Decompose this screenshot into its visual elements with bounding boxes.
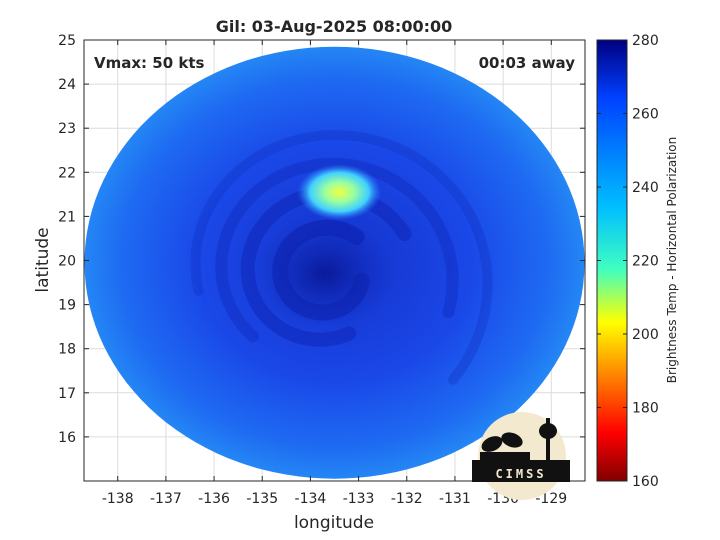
colorbar-ticks: 160 180 200 220 240 260 280	[597, 33, 659, 490]
y-tick-label: 18	[58, 342, 76, 358]
logo-building	[480, 452, 530, 462]
spiral-band	[190, 129, 493, 385]
logo-tower-cap	[546, 418, 550, 424]
colorbar-tick-label: 280	[632, 33, 659, 49]
colorbar-tick-label: 200	[632, 327, 659, 343]
colorbar-tick-label: 160	[632, 474, 659, 490]
cyclone-core	[254, 218, 395, 329]
y-tick-label: 23	[58, 121, 76, 137]
y-tick-label: 17	[58, 386, 76, 402]
y-tick-label: 19	[58, 298, 76, 314]
colorbar-label: Brightness Temp - Horizontal Polarizatio…	[665, 137, 679, 384]
x-tick-label: -133	[343, 491, 375, 507]
warm-spot	[297, 164, 382, 221]
x-tick-label: -131	[439, 491, 471, 507]
chart-title: Gil: 03-Aug-2025 08:00:00	[216, 17, 453, 36]
y-tick-label: 25	[58, 33, 76, 49]
colorbar-tick-label: 240	[632, 180, 659, 196]
vmax-annotation: Vmax: 50 kts	[94, 54, 204, 72]
time-away-annotation: 00:03 away	[479, 54, 576, 72]
logo-dish-mid	[501, 432, 523, 448]
colorbar	[596, 39, 628, 482]
x-tick-label: -138	[102, 491, 134, 507]
colorbar-tick-label: 180	[632, 401, 659, 417]
swath-disk	[84, 46, 585, 479]
y-tick-label: 21	[58, 209, 76, 225]
logo-tower-tank	[539, 423, 557, 439]
x-axis-label: longitude	[294, 513, 374, 533]
x-tick-label: -136	[198, 491, 230, 507]
x-tick-label: -129	[535, 491, 567, 507]
logo-tower-leg	[546, 438, 550, 462]
logo-ground	[472, 460, 570, 482]
x-tick-label: -137	[150, 491, 182, 507]
y-tick-label: 16	[58, 430, 76, 446]
x-axis-ticks: -138 -137 -136 -135 -134 -133 -132 -131 -130 -129	[102, 40, 567, 507]
logo-dish-left	[481, 436, 503, 452]
x-tick-label: -135	[246, 491, 278, 507]
cimss-logo: CIMSS	[472, 412, 570, 500]
y-tick-label: 22	[58, 165, 76, 181]
y-tick-label: 24	[58, 77, 76, 93]
y-tick-label: 20	[58, 254, 76, 270]
spiral-band	[215, 157, 459, 343]
y-axis-ticks: 16 17 18 19 20 21 22 23 24 25	[58, 33, 585, 446]
x-tick-label: -134	[295, 491, 327, 507]
logo-text: CIMSS	[495, 467, 546, 481]
x-tick-label: -132	[391, 491, 423, 507]
colorbar-tick-label: 260	[632, 107, 659, 123]
colorbar-tick-label: 220	[632, 254, 659, 270]
y-axis-label: latitude	[33, 227, 53, 292]
